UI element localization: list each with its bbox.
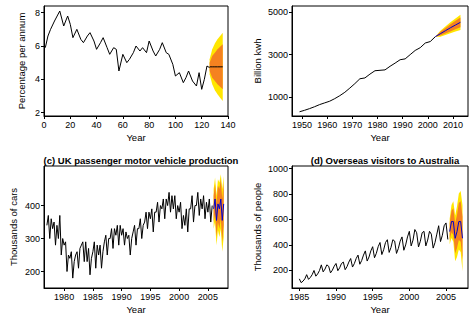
svg-text:1985: 1985 — [289, 292, 309, 302]
svg-text:1970: 1970 — [342, 120, 362, 130]
svg-text:140: 140 — [220, 120, 235, 130]
svg-text:Year: Year — [126, 304, 145, 315]
svg-text:2000: 2000 — [169, 292, 189, 302]
svg-text:800: 800 — [273, 189, 288, 199]
svg-text:1990: 1990 — [326, 292, 346, 302]
svg-text:1960: 1960 — [317, 120, 337, 130]
svg-text:200: 200 — [273, 265, 288, 275]
svg-text:2005: 2005 — [436, 292, 456, 302]
svg-text:3000: 3000 — [268, 50, 288, 60]
svg-text:Thousands of people: Thousands of people — [252, 183, 263, 272]
svg-text:1000: 1000 — [268, 164, 288, 174]
svg-text:4: 4 — [35, 74, 40, 84]
svg-text:1990: 1990 — [393, 120, 413, 130]
svg-text:2: 2 — [35, 108, 40, 118]
svg-text:1990: 1990 — [112, 292, 132, 302]
svg-text:1985: 1985 — [83, 292, 103, 302]
svg-text:(c) UK passenger motor vehicle: (c) UK passenger motor vehicle productio… — [44, 155, 239, 166]
svg-text:100: 100 — [168, 120, 183, 130]
svg-text:400: 400 — [273, 240, 288, 250]
svg-text:2000: 2000 — [399, 292, 419, 302]
svg-text:1980: 1980 — [54, 292, 74, 302]
svg-text:2005: 2005 — [198, 292, 218, 302]
svg-text:60: 60 — [118, 120, 128, 130]
svg-text:40: 40 — [92, 120, 102, 130]
svg-text:Thousands of cars: Thousands of cars — [8, 188, 19, 266]
svg-text:200: 200 — [25, 267, 40, 277]
svg-text:2000: 2000 — [418, 120, 438, 130]
svg-text:Billion kwh: Billion kwh — [252, 39, 263, 84]
svg-text:8: 8 — [35, 8, 40, 18]
svg-text:600: 600 — [273, 214, 288, 224]
svg-text:5000: 5000 — [268, 7, 288, 17]
svg-text:300: 300 — [25, 234, 40, 244]
svg-text:80: 80 — [144, 120, 154, 130]
svg-text:Year: Year — [370, 132, 389, 143]
svg-text:1950: 1950 — [292, 120, 312, 130]
svg-text:Percentage per annum: Percentage per annum — [16, 13, 27, 110]
svg-text:2010: 2010 — [443, 120, 463, 130]
svg-text:1995: 1995 — [363, 292, 383, 302]
svg-text:120: 120 — [194, 120, 209, 130]
svg-text:20: 20 — [65, 120, 75, 130]
svg-text:1000: 1000 — [268, 92, 288, 102]
svg-text:(d) Overseas visitors to Austr: (d) Overseas visitors to Australia — [311, 155, 460, 166]
svg-text:6: 6 — [35, 41, 40, 51]
svg-text:Year: Year — [126, 132, 145, 143]
svg-text:1980: 1980 — [367, 120, 387, 130]
svg-text:0: 0 — [41, 120, 46, 130]
svg-text:400: 400 — [25, 201, 40, 211]
svg-text:1995: 1995 — [140, 292, 160, 302]
svg-text:Year: Year — [370, 304, 389, 315]
